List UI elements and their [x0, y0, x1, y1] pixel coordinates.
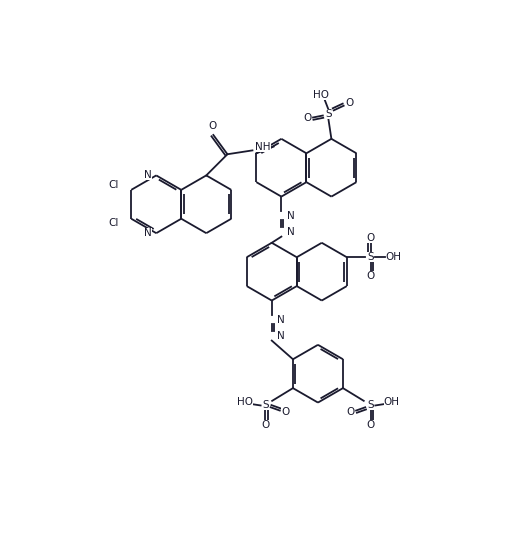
Text: S: S [325, 109, 332, 119]
Text: O: O [347, 407, 355, 418]
Text: S: S [367, 252, 374, 262]
Text: S: S [367, 400, 374, 411]
Text: O: O [345, 98, 354, 108]
Text: N: N [287, 227, 295, 237]
Text: O: O [366, 272, 375, 281]
Text: O: O [209, 121, 217, 131]
Text: O: O [366, 233, 375, 243]
Text: N: N [287, 211, 295, 221]
Text: S: S [262, 400, 269, 411]
Text: O: O [366, 420, 375, 430]
Text: O: O [303, 114, 311, 123]
Text: N: N [277, 331, 285, 341]
Text: HO: HO [313, 90, 329, 100]
Text: Cl: Cl [108, 219, 119, 228]
Text: OH: OH [384, 398, 400, 407]
Text: HO: HO [237, 398, 253, 407]
Text: N: N [144, 170, 152, 180]
Text: O: O [281, 407, 289, 418]
Text: OH: OH [386, 252, 402, 262]
Text: N: N [144, 228, 152, 238]
Text: O: O [261, 420, 269, 430]
Text: N: N [277, 315, 285, 325]
Text: Cl: Cl [108, 180, 119, 190]
Text: NH: NH [255, 142, 271, 151]
